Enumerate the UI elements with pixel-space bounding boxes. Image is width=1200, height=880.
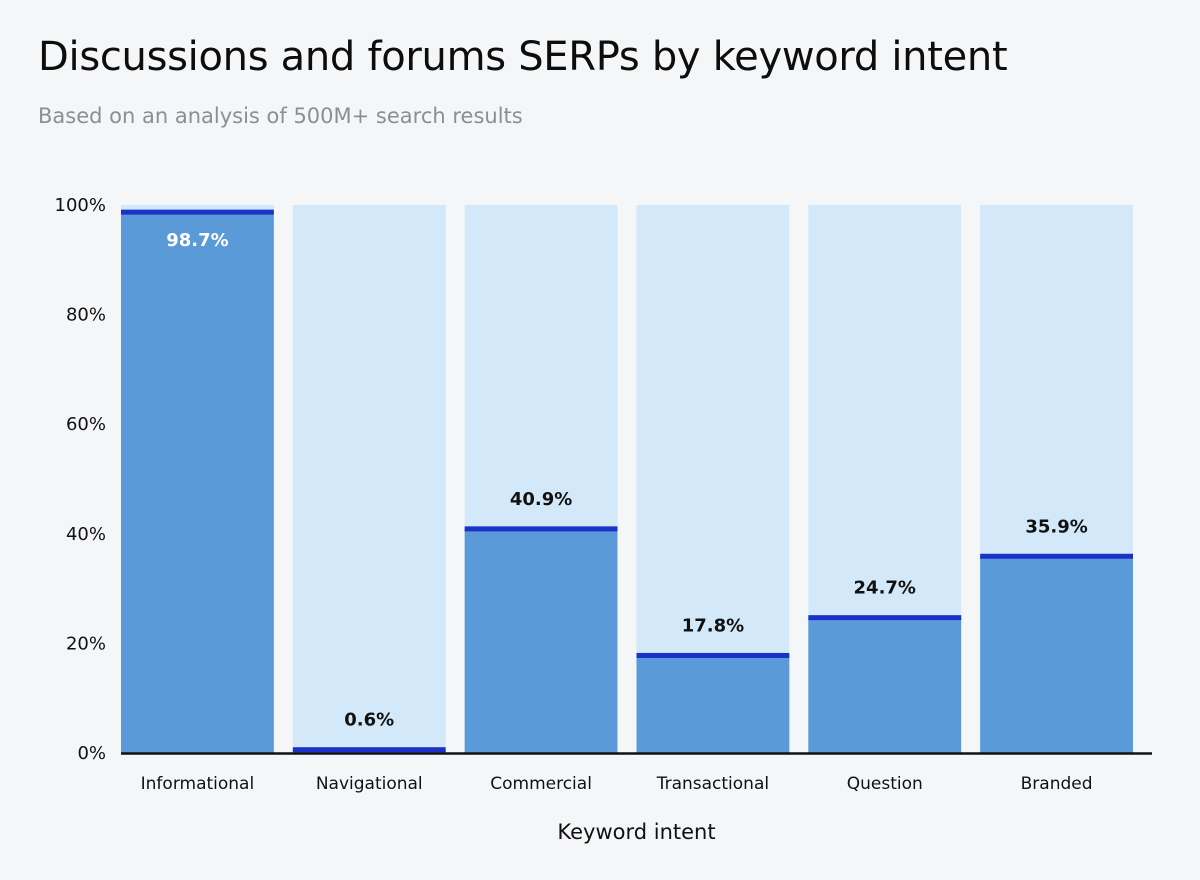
y-tick-label: 60% — [66, 414, 106, 435]
bar — [980, 556, 1133, 753]
category-label: Informational — [141, 774, 255, 794]
value-label: 0.6% — [344, 710, 394, 731]
value-label: 17.8% — [682, 615, 744, 636]
bar-top-line — [292, 747, 446, 753]
bar-track — [292, 205, 446, 753]
chart-title: Discussions and forums SERPs by keyword … — [38, 34, 1008, 80]
y-tick-label: 40% — [66, 524, 106, 545]
category-label: Transactional — [656, 774, 769, 794]
y-tick-label: 20% — [66, 633, 106, 654]
value-labels: 98.7% 0.6% 40.9% 17.8% 24.7% 35.9% — [166, 230, 1088, 731]
bar — [808, 617, 962, 753]
value-label: 40.9% — [510, 489, 572, 510]
bar-top-lines — [121, 209, 1133, 753]
bar-top-line — [464, 526, 618, 532]
y-tick-label: 80% — [66, 305, 106, 326]
bar-top-line — [980, 553, 1133, 559]
bar — [121, 212, 274, 753]
value-label: 24.7% — [854, 578, 916, 599]
y-axis-ticks: 0% 20% 40% 60% 80% 100% — [55, 195, 106, 764]
bar-top-line — [808, 615, 962, 621]
category-labels: Informational Navigational Commercial Trans… — [141, 774, 1093, 794]
value-label: 35.9% — [1025, 516, 1087, 537]
bar-top-line — [636, 652, 790, 658]
chart-subtitle: Based on an analysis of 500M+ search res… — [38, 104, 523, 128]
category-label: Commercial — [490, 774, 592, 794]
value-label: 98.7% — [166, 230, 228, 251]
y-tick-label: 0% — [77, 743, 106, 764]
category-label: Branded — [1021, 774, 1093, 794]
category-label: Question — [847, 774, 923, 794]
x-axis-title: Keyword intent — [557, 820, 715, 844]
bars — [121, 212, 1133, 753]
bar — [464, 528, 618, 753]
bar — [636, 655, 790, 753]
category-label: Navigational — [316, 774, 423, 794]
y-tick-label: 100% — [55, 195, 106, 216]
bar-top-line — [121, 209, 274, 215]
